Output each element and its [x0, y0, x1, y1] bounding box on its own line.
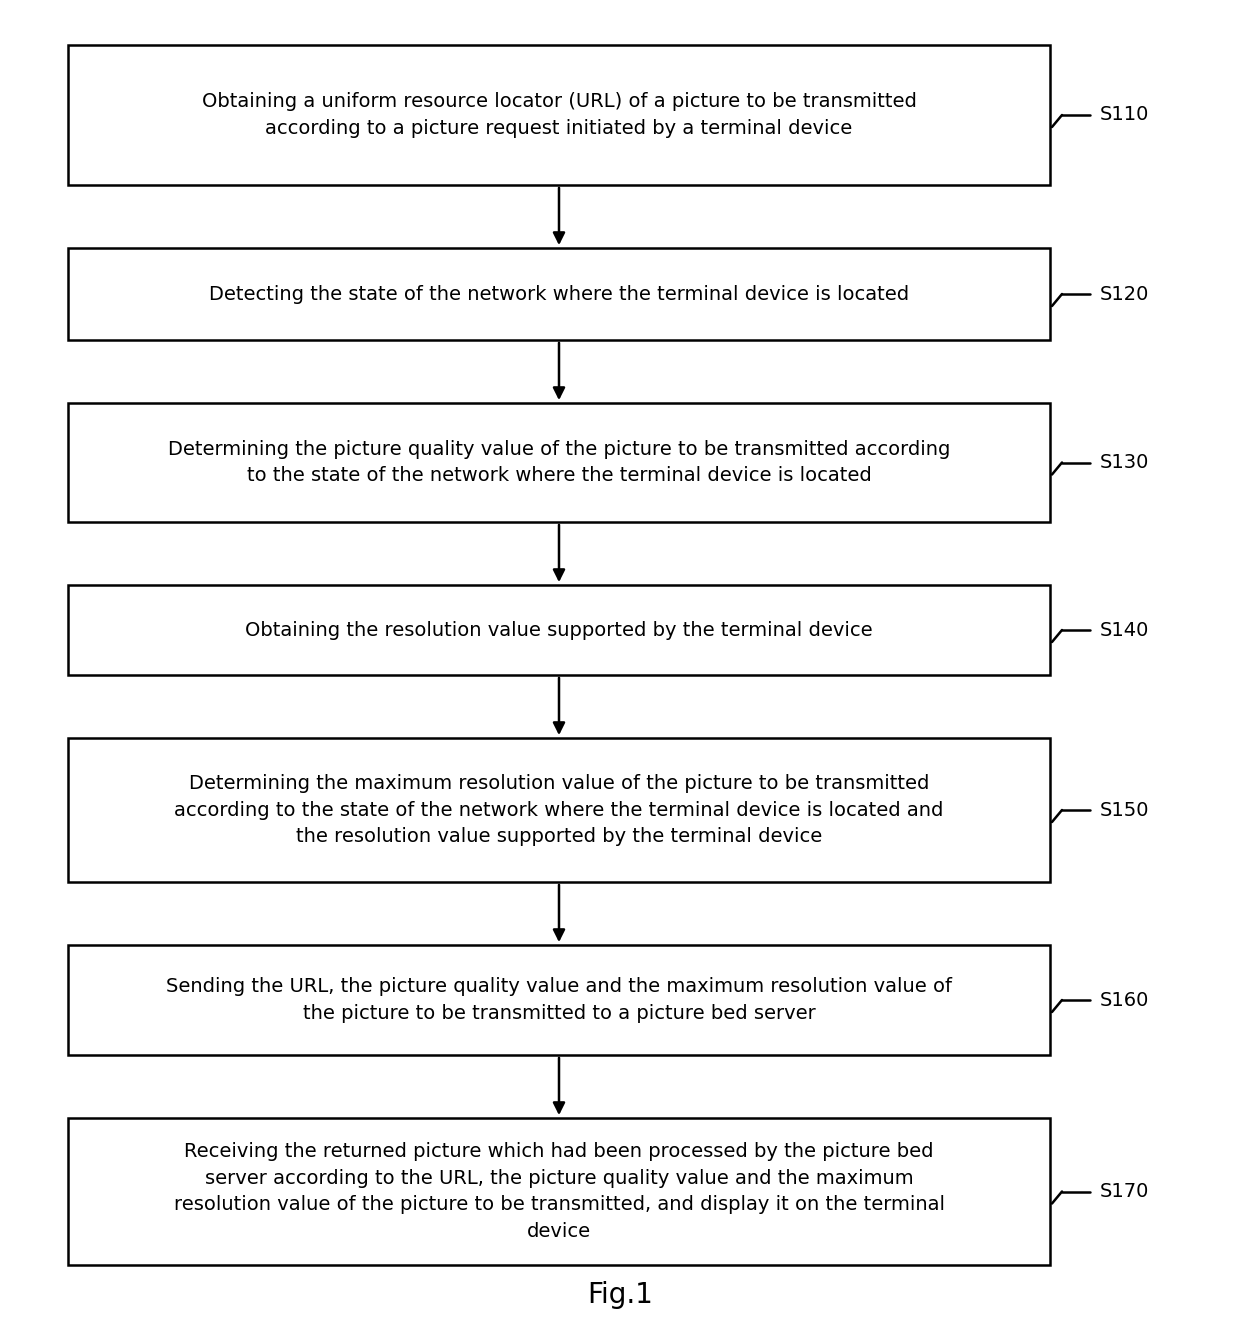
Bar — [68, 45, 1050, 185]
Text: Detecting the state of the network where the terminal device is located: Detecting the state of the network where… — [208, 285, 909, 303]
Bar — [68, 1119, 1050, 1265]
Bar — [68, 586, 1050, 675]
Bar — [68, 404, 1050, 522]
Text: S110: S110 — [1100, 106, 1149, 124]
Text: Sending the URL, the picture quality value and the maximum resolution value of
t: Sending the URL, the picture quality val… — [166, 977, 952, 1022]
Bar — [68, 248, 1050, 340]
Text: S160: S160 — [1100, 991, 1149, 1009]
Text: Obtaining a uniform resource locator (URL) of a picture to be transmitted
accord: Obtaining a uniform resource locator (UR… — [202, 92, 916, 137]
Bar — [68, 944, 1050, 1055]
Text: Determining the picture quality value of the picture to be transmitted according: Determining the picture quality value of… — [167, 439, 950, 485]
Text: Obtaining the resolution value supported by the terminal device: Obtaining the resolution value supported… — [246, 620, 873, 640]
Text: S170: S170 — [1100, 1182, 1149, 1202]
Text: S150: S150 — [1100, 801, 1149, 819]
Bar — [68, 739, 1050, 882]
Text: S140: S140 — [1100, 620, 1149, 640]
Text: S130: S130 — [1100, 452, 1149, 472]
Text: Determining the maximum resolution value of the picture to be transmitted
accord: Determining the maximum resolution value… — [175, 774, 944, 845]
Text: Fig.1: Fig.1 — [587, 1281, 653, 1308]
Text: S120: S120 — [1100, 285, 1149, 303]
Text: Receiving the returned picture which had been processed by the picture bed
serve: Receiving the returned picture which had… — [174, 1142, 945, 1241]
